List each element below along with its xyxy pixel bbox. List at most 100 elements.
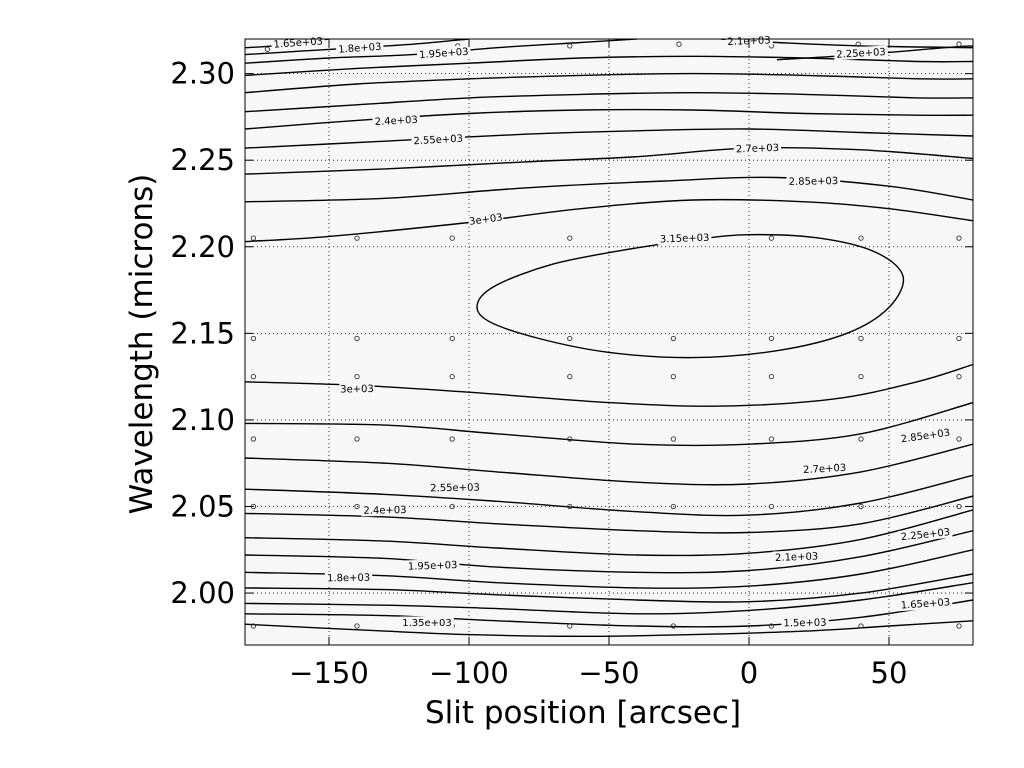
sample-point [449, 235, 455, 241]
contour-line [245, 573, 973, 603]
sample-point [956, 436, 962, 442]
sample-point [567, 503, 573, 510]
contour-label: 2.1e+03 [772, 549, 821, 564]
contour-label-background [405, 558, 460, 573]
x-axis-label: Slit position [arcsec] [425, 695, 741, 731]
sample-point [768, 335, 775, 342]
contour-line [245, 549, 973, 589]
x-tick-label: 0 [740, 656, 758, 690]
sample-point [354, 373, 360, 380]
sample-point [449, 335, 455, 342]
sample-point [567, 335, 573, 342]
contour-label: 2.25e+03 [898, 525, 953, 543]
sample-point [250, 623, 257, 629]
contour-label-text: 1.65e+03 [273, 36, 323, 50]
tick-layer: −150 −100 −50 0 50 2.00 2.05 2.10 2.15 2.20 2.25 2.… [170, 39, 973, 690]
contour-label: 1.65e+03 [898, 595, 953, 612]
contour-line [476, 233, 905, 359]
y-tick-label: 2.15 [170, 316, 235, 350]
sample-point [567, 436, 573, 442]
sample-point [858, 235, 864, 241]
contour-label: 2.7e+03 [733, 141, 782, 155]
sample-point [768, 503, 775, 510]
x-tick-label: 50 [871, 656, 908, 690]
contour-label-background [324, 571, 373, 584]
contour-label-background [786, 174, 841, 188]
contour-line [245, 495, 973, 534]
contour-label-background [833, 45, 889, 61]
sample-point [354, 503, 360, 510]
contour-line [245, 72, 973, 94]
contour-label-background [800, 461, 849, 476]
contour-line [245, 599, 973, 628]
sample-point [768, 235, 775, 241]
contour-label: 3.15e+03 [657, 231, 712, 246]
sample-point [956, 235, 962, 241]
sample-point [956, 503, 962, 510]
contour-label-text: 3e+03 [469, 212, 504, 228]
contour-layer [245, 39, 973, 638]
contour-label-background [361, 503, 409, 517]
contour-label-background [898, 595, 953, 612]
sample-point [670, 373, 677, 380]
contour-line [245, 582, 973, 615]
contour-label-text: 2.4e+03 [363, 505, 406, 517]
contour-label-background [733, 141, 782, 155]
contour-label: 2.4e+03 [372, 113, 421, 128]
y-tick-label: 2.30 [170, 57, 235, 91]
contour-label-text: 2.25e+03 [836, 47, 886, 61]
sample-point [264, 46, 271, 53]
contour-line [245, 108, 973, 130]
sample-point [956, 335, 962, 342]
sample-point [858, 436, 864, 442]
sample-point [250, 335, 257, 342]
contour-label-text: 2.4e+03 [374, 115, 418, 128]
sample-point [354, 623, 360, 629]
contour-line [245, 146, 973, 175]
contour-line [245, 401, 973, 447]
y-tick-label: 2.25 [170, 143, 235, 177]
sample-point [354, 235, 360, 241]
contour-label: 1.95e+03 [405, 558, 460, 573]
sample-point [676, 41, 682, 47]
y-tick-label: 2.20 [170, 230, 235, 264]
contour-line [245, 620, 973, 638]
contour-line [245, 176, 973, 203]
sample-point [956, 623, 962, 629]
contour-line [245, 474, 973, 517]
sample-point [250, 235, 257, 241]
contour-line [245, 55, 973, 77]
sample-point [956, 41, 962, 47]
sample-point [354, 335, 360, 342]
contour-label: 2.55e+03 [428, 480, 482, 494]
sample-point [670, 623, 677, 629]
sample-point [567, 235, 573, 241]
contour-label-background [657, 231, 712, 246]
contour-label: 1.5e+03 [781, 616, 829, 629]
contour-label: 3e+03 [339, 382, 375, 396]
contour-label-background [372, 113, 421, 128]
sample-point [768, 373, 775, 380]
contour-label: 2.85e+03 [786, 174, 841, 188]
contour-label: 1.95e+03 [416, 45, 471, 61]
contour-label-text: 3e+03 [340, 384, 374, 396]
sample-point [855, 41, 861, 47]
contour-label: 1.35e+03 [400, 616, 454, 629]
sample-point [354, 436, 360, 442]
sample-point [956, 373, 962, 380]
contour-label: 2.55e+03 [411, 132, 466, 148]
contour-label-text: 2.55e+03 [413, 134, 463, 148]
contour-line [245, 509, 973, 557]
x-tick-label: −50 [578, 656, 639, 690]
sample-point [567, 623, 573, 629]
contour-label-background [339, 382, 375, 396]
y-axis-label: Wavelength (microns) [124, 174, 160, 515]
grid-layer [245, 39, 973, 645]
contour-label-text: 1.35e+03 [402, 618, 452, 629]
contour-label: 2.4e+03 [361, 503, 409, 517]
contour-label: 3e+03 [467, 210, 504, 228]
contour-line [245, 128, 973, 149]
contour-label-background [467, 210, 504, 228]
contour-label: 1.8e+03 [324, 571, 373, 584]
contour-label-background [781, 616, 829, 629]
